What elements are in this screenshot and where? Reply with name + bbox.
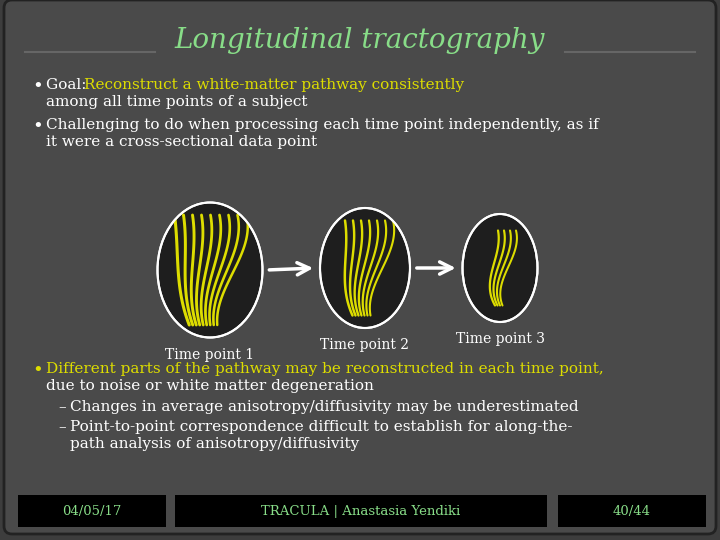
- Text: 04/05/17: 04/05/17: [63, 504, 122, 517]
- Text: Longitudinal tractography: Longitudinal tractography: [175, 26, 545, 53]
- Bar: [18, 495, 166, 527]
- Text: due to noise or white matter degeneration: due to noise or white matter degeneratio…: [46, 379, 374, 393]
- Text: 40/44: 40/44: [613, 504, 651, 517]
- Text: –: –: [58, 420, 66, 434]
- Text: Different parts of the pathway may be reconstructed in each time point,: Different parts of the pathway may be re…: [46, 362, 604, 376]
- Text: •: •: [32, 118, 42, 136]
- Bar: [558, 495, 706, 527]
- Text: Challenging to do when processing each time point independently, as if: Challenging to do when processing each t…: [46, 118, 599, 132]
- Text: •: •: [32, 362, 42, 380]
- Text: among all time points of a subject: among all time points of a subject: [46, 95, 307, 109]
- Text: Point-to-point correspondence difficult to establish for along-the-: Point-to-point correspondence difficult …: [70, 420, 572, 434]
- Bar: [175, 495, 547, 527]
- FancyBboxPatch shape: [4, 0, 716, 534]
- Text: •: •: [32, 78, 42, 96]
- Text: Goal:: Goal:: [46, 78, 91, 92]
- Ellipse shape: [462, 214, 538, 322]
- Text: Reconstruct a white-matter pathway consistently: Reconstruct a white-matter pathway consi…: [84, 78, 464, 92]
- Ellipse shape: [320, 208, 410, 328]
- Text: path analysis of anisotropy/diffusivity: path analysis of anisotropy/diffusivity: [70, 437, 359, 451]
- Text: Time point 2: Time point 2: [320, 338, 410, 352]
- Text: Time point 1: Time point 1: [166, 348, 255, 361]
- Text: –: –: [58, 400, 66, 414]
- Text: Changes in average anisotropy/diffusivity may be underestimated: Changes in average anisotropy/diffusivit…: [70, 400, 579, 414]
- Ellipse shape: [158, 202, 263, 338]
- Text: Time point 3: Time point 3: [456, 332, 544, 346]
- Text: TRACULA | Anastasia Yendiki: TRACULA | Anastasia Yendiki: [261, 504, 461, 517]
- Text: it were a cross-sectional data point: it were a cross-sectional data point: [46, 135, 317, 149]
